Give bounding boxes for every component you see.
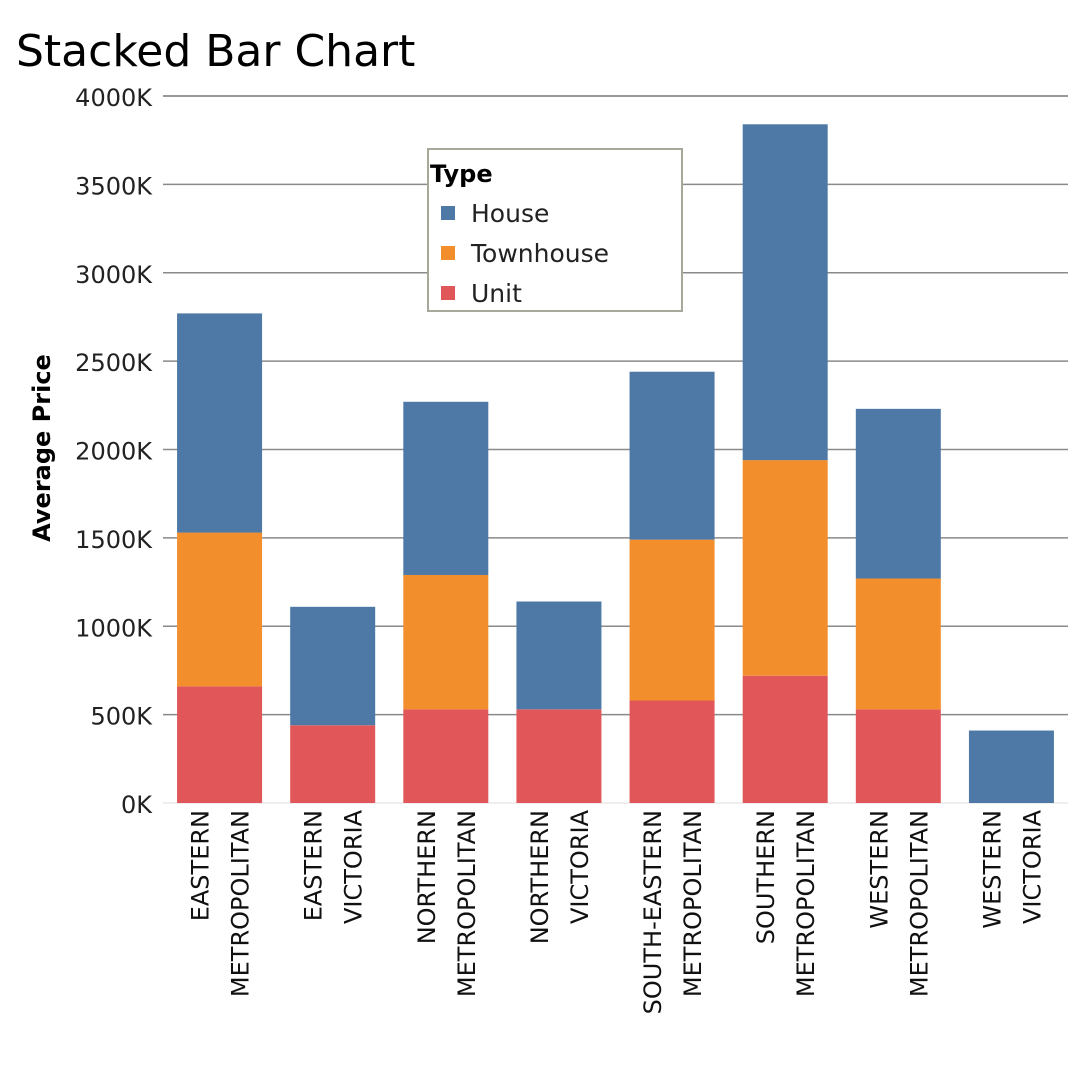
y-tick-label: 3000K	[75, 261, 153, 289]
x-category-label: EASTERN	[187, 810, 215, 921]
x-category-label: SOUTH-EASTERN	[639, 810, 667, 1014]
x-category-label: WESTERN	[865, 810, 893, 929]
x-category-label: METROPOLITAN	[792, 810, 820, 997]
bars	[177, 124, 1054, 803]
legend-box	[427, 148, 683, 312]
y-axis-ticks: 0K 500K 1000K 1500K 2000K 2500K 3000K 3500K 4000…	[75, 84, 153, 819]
bar-segment-unit	[403, 709, 489, 803]
bar-segment-house	[290, 606, 376, 726]
bar-segment-house	[177, 313, 263, 533]
x-category-label: METROPOLITAN	[227, 810, 255, 997]
y-tick-label: 500K	[90, 703, 153, 731]
x-category-label: WESTERN	[978, 810, 1006, 929]
x-category-label: SOUTHERN	[752, 810, 780, 944]
x-axis-category-labels: EASTERN METROPOLITAN EASTERN VICTORIA NORTHE…	[187, 809, 1047, 1014]
y-tick-label: 2000K	[75, 438, 153, 466]
bar-segment-house	[516, 601, 602, 710]
y-tick-label: 2500K	[75, 349, 153, 377]
bar-segment-townhouse	[855, 578, 941, 710]
bar-segment-unit	[855, 709, 941, 803]
chart-title: Stacked Bar Chart	[16, 26, 416, 77]
x-category-label: METROPOLITAN	[905, 810, 933, 997]
bar-segment-unit	[742, 675, 828, 803]
y-axis-title: Average Price	[28, 354, 56, 542]
legend: Type House Townhouse Unit	[427, 148, 683, 312]
bar-segment-unit	[290, 725, 376, 803]
x-category-label: NORTHERN	[526, 810, 554, 944]
x-category-label: METROPOLITAN	[679, 810, 707, 997]
y-tick-label: 4000K	[75, 84, 153, 112]
bar-segment-house	[968, 730, 1054, 803]
bar-segment-townhouse	[742, 460, 828, 676]
bar-segment-house	[403, 401, 489, 575]
legend-swatch-townhouse	[441, 246, 455, 260]
y-tick-label: 0K	[121, 791, 153, 819]
x-category-label: METROPOLITAN	[453, 810, 481, 997]
x-category-label: VICTORIA	[1018, 809, 1046, 924]
bar-segment-house	[742, 124, 828, 461]
bar-segment-townhouse	[403, 574, 489, 710]
legend-swatch-unit	[441, 286, 455, 300]
bar-segment-unit	[177, 686, 263, 803]
x-category-label: EASTERN	[300, 810, 328, 921]
legend-label-townhouse: Townhouse	[470, 239, 609, 268]
x-category-label: NORTHERN	[413, 810, 441, 944]
legend-swatch-house	[441, 206, 455, 220]
legend-label-house: House	[471, 199, 549, 228]
y-tick-label: 1500K	[75, 526, 153, 554]
bar-segment-townhouse	[629, 539, 715, 701]
legend-label-unit: Unit	[471, 279, 522, 308]
x-category-label: VICTORIA	[340, 809, 368, 924]
bar-segment-townhouse	[177, 532, 263, 687]
legend-title: Type	[430, 160, 493, 188]
bar-segment-unit	[516, 709, 602, 803]
bar-segment-house	[629, 371, 715, 540]
bar-segment-unit	[629, 700, 715, 803]
y-tick-label: 3500K	[75, 172, 153, 200]
bar-segment-house	[855, 408, 941, 579]
y-tick-label: 1000K	[75, 614, 153, 642]
x-category-label: VICTORIA	[566, 809, 594, 924]
